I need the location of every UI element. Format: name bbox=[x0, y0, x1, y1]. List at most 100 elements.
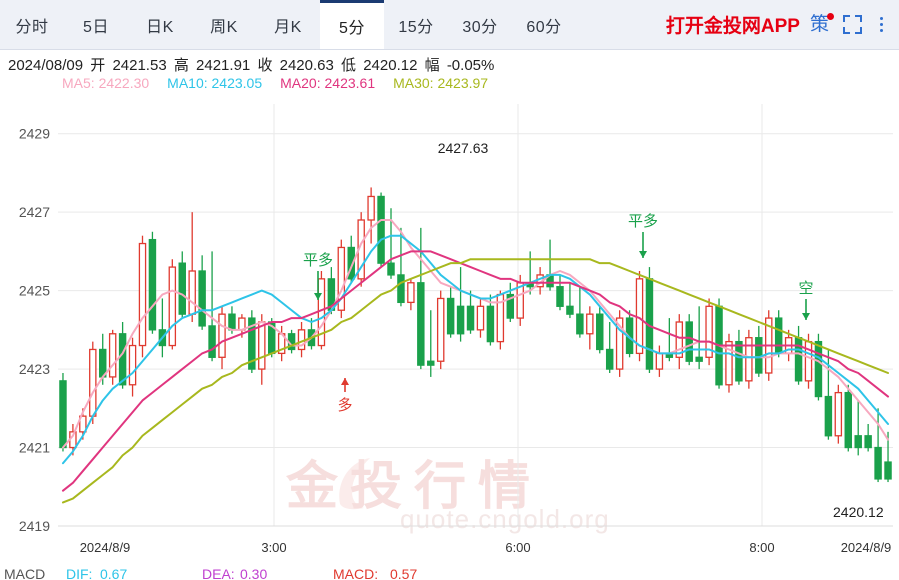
candle-body bbox=[108, 333, 117, 378]
brand-logo-watermark bbox=[330, 448, 400, 518]
tab-30分[interactable]: 30分 bbox=[448, 0, 512, 49]
tab-label: 分时 bbox=[15, 18, 49, 36]
chart-canvas[interactable]: 金投行情 quote.cngold.org 2429 2427 2425 2423 24… bbox=[0, 96, 899, 556]
candle-body bbox=[844, 391, 852, 449]
candle bbox=[695, 306, 703, 370]
candle-body bbox=[615, 317, 624, 370]
candle-body bbox=[377, 195, 385, 264]
candle-body bbox=[99, 348, 107, 378]
tab-5分[interactable]: 5分 bbox=[320, 0, 384, 49]
candle-body bbox=[814, 340, 823, 398]
annotation-arrow-head bbox=[802, 313, 810, 320]
candle bbox=[466, 290, 475, 334]
tab-label: 周K bbox=[210, 18, 238, 36]
change-value: -0.05% bbox=[446, 57, 495, 74]
annotation-arrow-head bbox=[639, 251, 647, 258]
candle bbox=[685, 314, 693, 366]
change-label: 幅 bbox=[424, 57, 440, 74]
annotation-arrow-head bbox=[341, 378, 349, 385]
macd-title: MACD bbox=[4, 566, 46, 580]
ma-line-ma30 bbox=[61, 258, 890, 504]
ma-legend: MA5: 2422.30 MA10: 2423.05 MA20: 2423.61 MA… bbox=[62, 75, 506, 91]
high-label: 高 bbox=[173, 57, 189, 74]
strategy-icon[interactable]: 策 bbox=[810, 13, 834, 34]
candle-body bbox=[436, 297, 445, 362]
candle-body bbox=[566, 305, 574, 315]
ma-line-ma5 bbox=[61, 219, 890, 449]
candle bbox=[377, 192, 385, 268]
candle bbox=[476, 298, 485, 338]
candle-body bbox=[705, 305, 713, 358]
candle bbox=[367, 187, 375, 244]
candle bbox=[178, 251, 186, 319]
tab-5日[interactable]: 5日 bbox=[64, 0, 128, 49]
candle-body bbox=[745, 337, 753, 382]
macd-line-value: 0.57 bbox=[390, 566, 418, 580]
candle bbox=[745, 329, 753, 389]
tab-60分[interactable]: 60分 bbox=[512, 0, 576, 49]
candle-body bbox=[884, 461, 892, 480]
candle bbox=[615, 310, 624, 377]
candle-body bbox=[417, 282, 425, 366]
candle bbox=[874, 408, 882, 483]
candle bbox=[576, 286, 584, 338]
candle bbox=[854, 400, 862, 456]
candle bbox=[436, 290, 445, 370]
fullscreen-icon[interactable] bbox=[843, 15, 862, 34]
candle-body bbox=[506, 293, 515, 319]
tab-月K[interactable]: 月K bbox=[256, 0, 320, 49]
candle bbox=[267, 318, 276, 358]
candle bbox=[864, 424, 872, 452]
candle bbox=[218, 306, 226, 370]
candle bbox=[297, 322, 306, 358]
candle-body bbox=[755, 337, 763, 374]
tab-日K[interactable]: 日K bbox=[128, 0, 192, 49]
candle-body bbox=[675, 321, 684, 358]
x-axis-label: 3:00 bbox=[261, 540, 286, 555]
candle-body bbox=[486, 305, 495, 343]
y-axis-label: 2419 bbox=[19, 518, 50, 534]
candle-body bbox=[446, 297, 455, 335]
high-value: 2421.91 bbox=[196, 57, 251, 74]
tab-周K[interactable]: 周K bbox=[192, 0, 256, 49]
quote-date: 2024/08/09 bbox=[8, 57, 84, 74]
ohlc-summary: 2024/08/09 开 2421.53 高 2421.91 收 2420.63… bbox=[8, 54, 497, 75]
candle bbox=[715, 298, 723, 389]
candle-body bbox=[586, 313, 594, 335]
ma-legend-ma20: MA20: 2423.61 bbox=[280, 75, 376, 91]
candle-body bbox=[794, 337, 803, 382]
macd-line-label: MACD: bbox=[333, 566, 379, 580]
candle-body bbox=[774, 317, 783, 355]
candle-body bbox=[138, 242, 147, 347]
tab-label: 月K bbox=[274, 18, 302, 36]
tab-15分[interactable]: 15分 bbox=[384, 0, 448, 49]
candle-body bbox=[695, 356, 703, 362]
candle-body bbox=[804, 340, 813, 382]
candle bbox=[506, 282, 515, 322]
y-axis-label: 2427 bbox=[19, 204, 50, 220]
candle-body bbox=[596, 313, 604, 351]
period-tabbar: 分时 5日 日K 周K 月K 5分 15分 30分 60分 打开金投网APP 策 bbox=[0, 0, 899, 50]
candle-body bbox=[635, 278, 644, 355]
candle bbox=[248, 310, 256, 373]
tab-label: 30分 bbox=[462, 18, 498, 36]
candle bbox=[168, 259, 177, 350]
candle bbox=[387, 208, 395, 279]
annotation-arrow-head bbox=[314, 293, 322, 300]
tab-分时[interactable]: 分时 bbox=[0, 0, 64, 49]
candle bbox=[456, 267, 465, 342]
candle-body bbox=[397, 274, 405, 304]
candle bbox=[665, 318, 674, 362]
open-app-promo[interactable]: 打开金投网APP bbox=[665, 16, 800, 37]
y-axis-label: 2429 bbox=[19, 126, 50, 142]
candle-body bbox=[118, 333, 127, 386]
ma-line-ma10 bbox=[61, 234, 890, 465]
brand-watermark-text: 金投行情 bbox=[286, 458, 543, 516]
candle-body bbox=[854, 435, 862, 449]
candle-body bbox=[685, 321, 693, 362]
candle-body bbox=[576, 313, 584, 335]
more-vertical-icon[interactable] bbox=[876, 17, 887, 32]
candle-body bbox=[367, 195, 375, 221]
annotation-label: 空 bbox=[798, 280, 813, 297]
candle-body bbox=[387, 262, 395, 276]
